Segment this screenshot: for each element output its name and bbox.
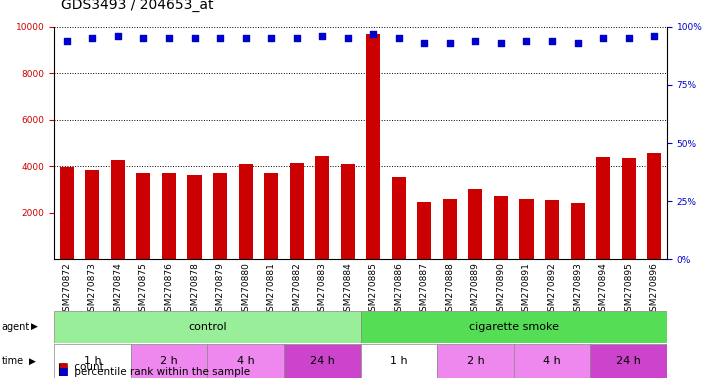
Bar: [208, 344, 284, 378]
Text: 24 h: 24 h: [616, 356, 641, 366]
Bar: [187, 175, 202, 259]
Bar: [519, 199, 534, 259]
Point: [138, 35, 149, 41]
Bar: [360, 344, 437, 378]
Text: ■  percentile rank within the sample: ■ percentile rank within the sample: [58, 367, 249, 377]
Bar: [545, 200, 559, 259]
Point: [393, 35, 404, 41]
Text: ■: ■: [58, 362, 68, 372]
Bar: [360, 311, 667, 343]
Point: [597, 35, 609, 41]
Bar: [341, 164, 355, 259]
Bar: [54, 344, 131, 378]
Point: [547, 38, 558, 44]
Point: [163, 35, 174, 41]
Text: 24 h: 24 h: [310, 356, 335, 366]
Point: [495, 40, 507, 46]
Bar: [513, 344, 590, 378]
Point: [419, 40, 430, 46]
Point: [214, 35, 226, 41]
Point: [521, 38, 532, 44]
Bar: [162, 173, 176, 259]
Bar: [622, 158, 636, 259]
Point: [87, 35, 98, 41]
Bar: [264, 173, 278, 259]
Text: ■  count: ■ count: [58, 362, 103, 372]
Text: time: time: [1, 356, 24, 366]
Point: [189, 35, 200, 41]
Text: control: control: [188, 322, 226, 332]
Point: [368, 31, 379, 37]
Text: 1 h: 1 h: [84, 356, 101, 366]
Text: cigarette smoke: cigarette smoke: [469, 322, 559, 332]
Point: [444, 40, 456, 46]
Bar: [213, 173, 227, 259]
Point: [648, 33, 660, 39]
Text: 2 h: 2 h: [466, 356, 485, 366]
Bar: [469, 189, 482, 259]
Text: ▶: ▶: [31, 322, 38, 331]
Point: [342, 35, 353, 41]
Point: [469, 38, 481, 44]
Text: 4 h: 4 h: [236, 356, 255, 366]
Bar: [647, 153, 661, 259]
Bar: [315, 156, 329, 259]
Bar: [54, 311, 360, 343]
Bar: [437, 344, 513, 378]
Bar: [392, 177, 406, 259]
Point: [572, 40, 583, 46]
Bar: [239, 164, 252, 259]
Bar: [570, 203, 585, 259]
Bar: [417, 202, 431, 259]
Bar: [443, 199, 457, 259]
Point: [112, 33, 124, 39]
Point: [240, 35, 252, 41]
Text: agent: agent: [1, 322, 30, 332]
Text: 4 h: 4 h: [543, 356, 561, 366]
Text: GDS3493 / 204653_at: GDS3493 / 204653_at: [61, 0, 214, 12]
Point: [61, 38, 73, 44]
Bar: [85, 170, 99, 259]
Bar: [111, 160, 125, 259]
Text: 1 h: 1 h: [390, 356, 407, 366]
Bar: [494, 196, 508, 259]
Point: [291, 35, 302, 41]
Text: 2 h: 2 h: [160, 356, 178, 366]
Bar: [284, 344, 360, 378]
Bar: [596, 157, 610, 259]
Bar: [60, 167, 74, 259]
Text: ■: ■: [58, 367, 68, 377]
Text: ▶: ▶: [29, 357, 36, 366]
Bar: [136, 173, 151, 259]
Point: [317, 33, 328, 39]
Bar: [290, 164, 304, 259]
Point: [265, 35, 277, 41]
Point: [623, 35, 634, 41]
Bar: [131, 344, 208, 378]
Bar: [366, 34, 380, 259]
Bar: [590, 344, 667, 378]
